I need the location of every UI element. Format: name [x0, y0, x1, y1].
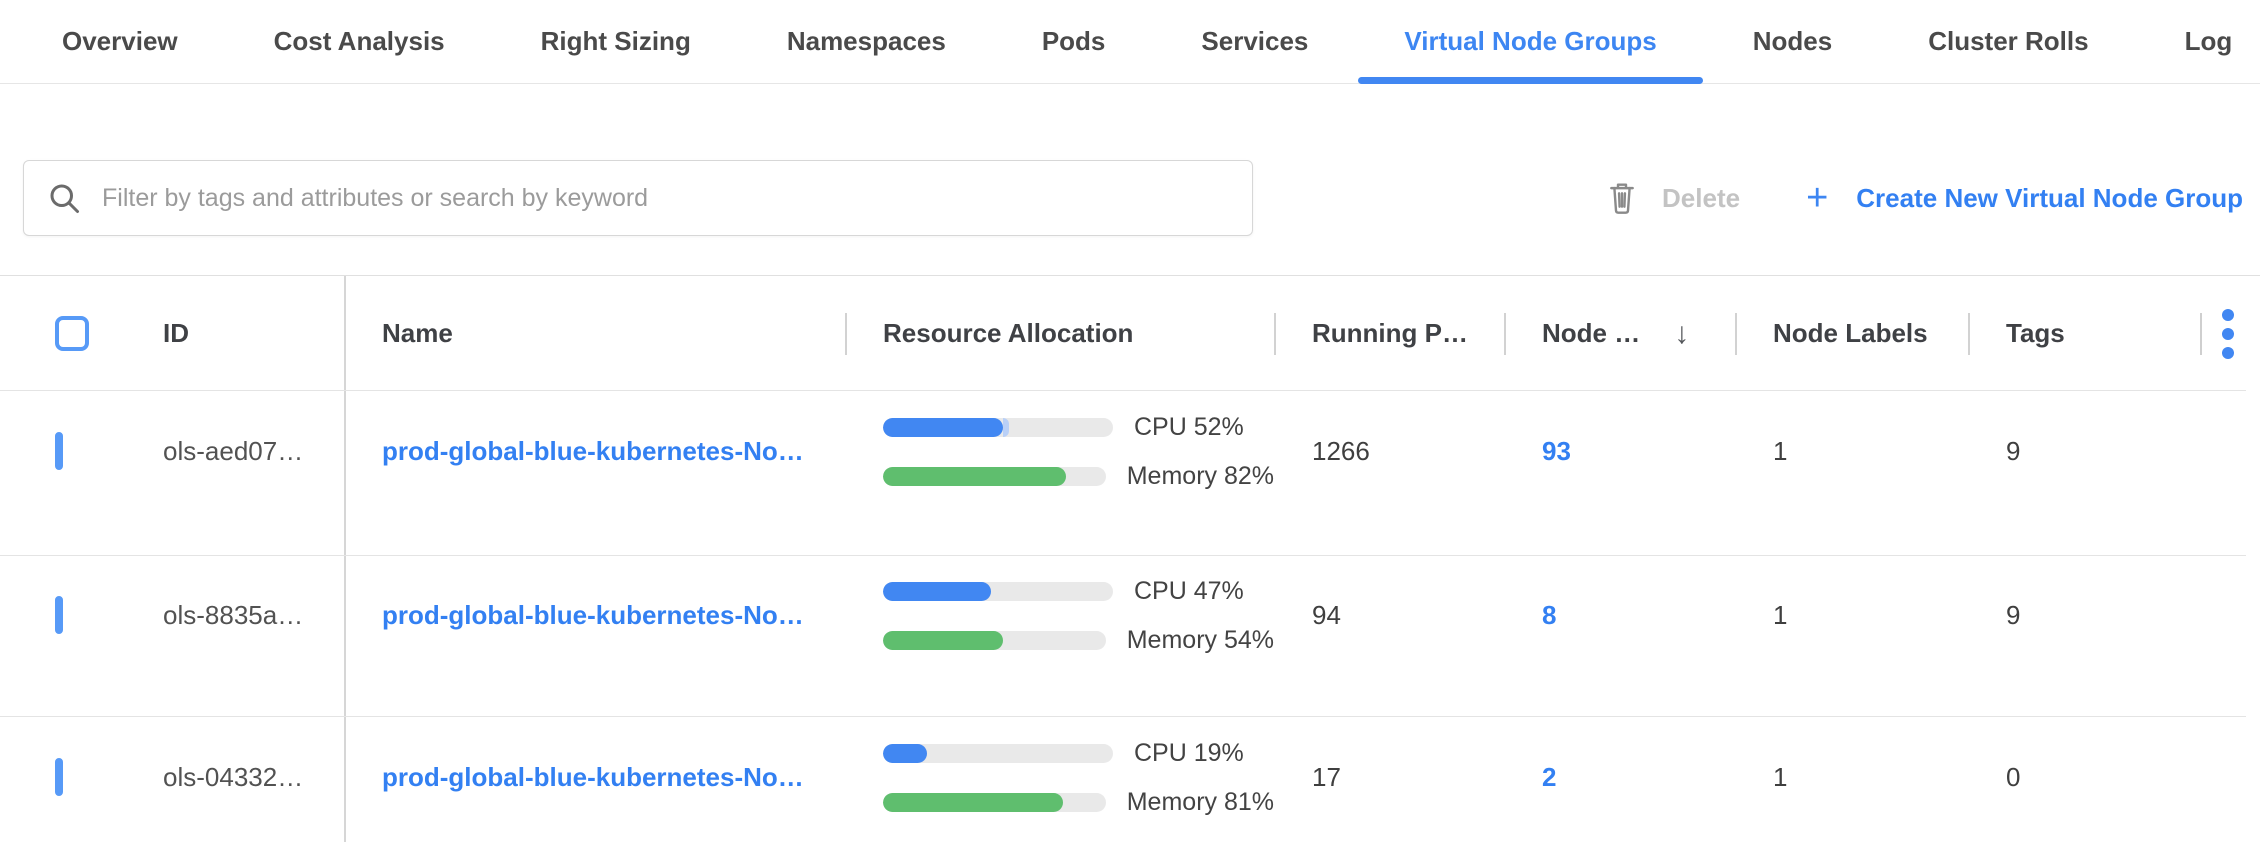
memory-bar: [883, 466, 1106, 486]
header-checkbox-cell: [0, 316, 120, 351]
cpu-bar: [883, 417, 1113, 437]
row-checkbox[interactable]: [55, 758, 63, 797]
memory-label: Memory 82%: [1126, 461, 1274, 490]
sort-desc-icon[interactable]: ↓: [1674, 316, 1690, 350]
select-all-checkbox[interactable]: [55, 316, 89, 351]
nodes-count-link[interactable]: 8: [1542, 600, 1557, 631]
virtual-node-groups-table: ID Name Resource Allocation Running P… N…: [0, 275, 2260, 842]
node-labels-value: 1: [1773, 762, 1788, 793]
tab-cost-analysis[interactable]: Cost Analysis: [273, 26, 445, 56]
node-labels-value: 1: [1773, 600, 1788, 631]
row-checkbox-cell: [0, 758, 120, 797]
header-options-cell: [2200, 276, 2260, 391]
row-name-link[interactable]: prod-global-blue-kubernetes-No…: [382, 436, 804, 467]
row-checkbox-cell: [0, 596, 120, 635]
toolbar-actions: Delete + Create New Virtual Node Group: [1606, 179, 2243, 217]
memory-bar: [883, 792, 1106, 812]
delete-label: Delete: [1662, 182, 1741, 213]
row-name-link[interactable]: prod-global-blue-kubernetes-No…: [382, 762, 804, 793]
plus-icon: +: [1806, 177, 1829, 219]
cpu-label: CPU 52%: [1134, 412, 1244, 441]
header-id[interactable]: ID: [163, 318, 189, 348]
tags-value: 0: [2006, 762, 2021, 793]
resource-allocation-cell: CPU 19% Memory 81%: [845, 739, 1274, 817]
header-resource-allocation[interactable]: Resource Allocation: [845, 318, 1274, 349]
search-icon: [46, 180, 82, 216]
header-nodes[interactable]: Node … ↓: [1504, 317, 1735, 351]
header-nodes-label: Node …: [1542, 318, 1641, 348]
cpu-bar: [883, 581, 1113, 601]
tab-namespaces[interactable]: Namespaces: [786, 26, 946, 56]
toolbar: Delete + Create New Virtual Node Group: [23, 160, 2243, 236]
table-row: ols-aed07… prod-global-blue-kubernetes-N…: [0, 391, 2260, 556]
nodes-count-link[interactable]: 93: [1542, 436, 1571, 467]
cpu-label: CPU 47%: [1134, 576, 1244, 605]
trash-icon: [1606, 180, 1638, 216]
running-pods-value: 17: [1312, 762, 1341, 793]
tab-log[interactable]: Log: [2184, 26, 2233, 56]
create-label: Create New Virtual Node Group: [1856, 182, 2243, 213]
tab-overview[interactable]: Overview: [62, 26, 178, 56]
delete-button[interactable]: Delete: [1606, 180, 1740, 216]
memory-bar: [883, 630, 1106, 650]
header-tags[interactable]: Tags: [1968, 318, 2260, 349]
tags-value: 9: [2006, 600, 2021, 631]
create-virtual-node-group-button[interactable]: + Create New Virtual Node Group: [1806, 179, 2243, 217]
cpu-label: CPU 19%: [1134, 738, 1244, 767]
resource-allocation-cell: CPU 52% Memory 82%: [845, 413, 1274, 491]
table-row: ols-8835a… prod-global-blue-kubernetes-N…: [0, 556, 2260, 717]
table-row: ols-04332… prod-global-blue-kubernetes-N…: [0, 717, 2260, 842]
memory-label: Memory 81%: [1126, 787, 1274, 816]
row-id: ols-aed07…: [163, 436, 304, 467]
row-checkbox[interactable]: [55, 596, 63, 635]
table-header-row: ID Name Resource Allocation Running P… N…: [0, 276, 2260, 391]
id-column-divider: [344, 276, 346, 842]
tab-right-sizing[interactable]: Right Sizing: [540, 26, 691, 56]
tab-virtual-node-groups[interactable]: Virtual Node Groups: [1358, 0, 1704, 84]
row-checkbox[interactable]: [55, 432, 63, 471]
node-labels-value: 1: [1773, 436, 1788, 467]
row-name-link[interactable]: prod-global-blue-kubernetes-No…: [382, 600, 804, 631]
column-options-kebab-icon[interactable]: [2218, 305, 2238, 363]
header-name[interactable]: Name: [382, 318, 453, 348]
running-pods-value: 1266: [1312, 436, 1370, 467]
tab-services[interactable]: Services: [1201, 26, 1309, 56]
nodes-count-link[interactable]: 2: [1542, 762, 1557, 793]
cpu-bar: [883, 743, 1113, 763]
row-id: ols-8835a…: [163, 600, 304, 631]
running-pods-value: 94: [1312, 600, 1341, 631]
tab-nodes[interactable]: Nodes: [1752, 26, 1833, 56]
row-checkbox-cell: [0, 432, 120, 471]
kebab-divider: [2200, 312, 2202, 355]
resource-allocation-cell: CPU 47% Memory 54%: [845, 577, 1274, 655]
header-node-labels[interactable]: Node Labels: [1735, 318, 1968, 349]
memory-label: Memory 54%: [1126, 625, 1274, 654]
header-running-pods[interactable]: Running P…: [1274, 318, 1504, 349]
row-id: ols-04332…: [163, 762, 304, 793]
tags-value: 9: [2006, 436, 2021, 467]
tab-pods[interactable]: Pods: [1041, 26, 1106, 56]
tab-bar: Overview Cost Analysis Right Sizing Name…: [0, 0, 2260, 84]
tab-cluster-rolls[interactable]: Cluster Rolls: [1928, 26, 2089, 56]
filter-search-input[interactable]: [102, 183, 1230, 213]
filter-search-box[interactable]: [23, 160, 1253, 236]
